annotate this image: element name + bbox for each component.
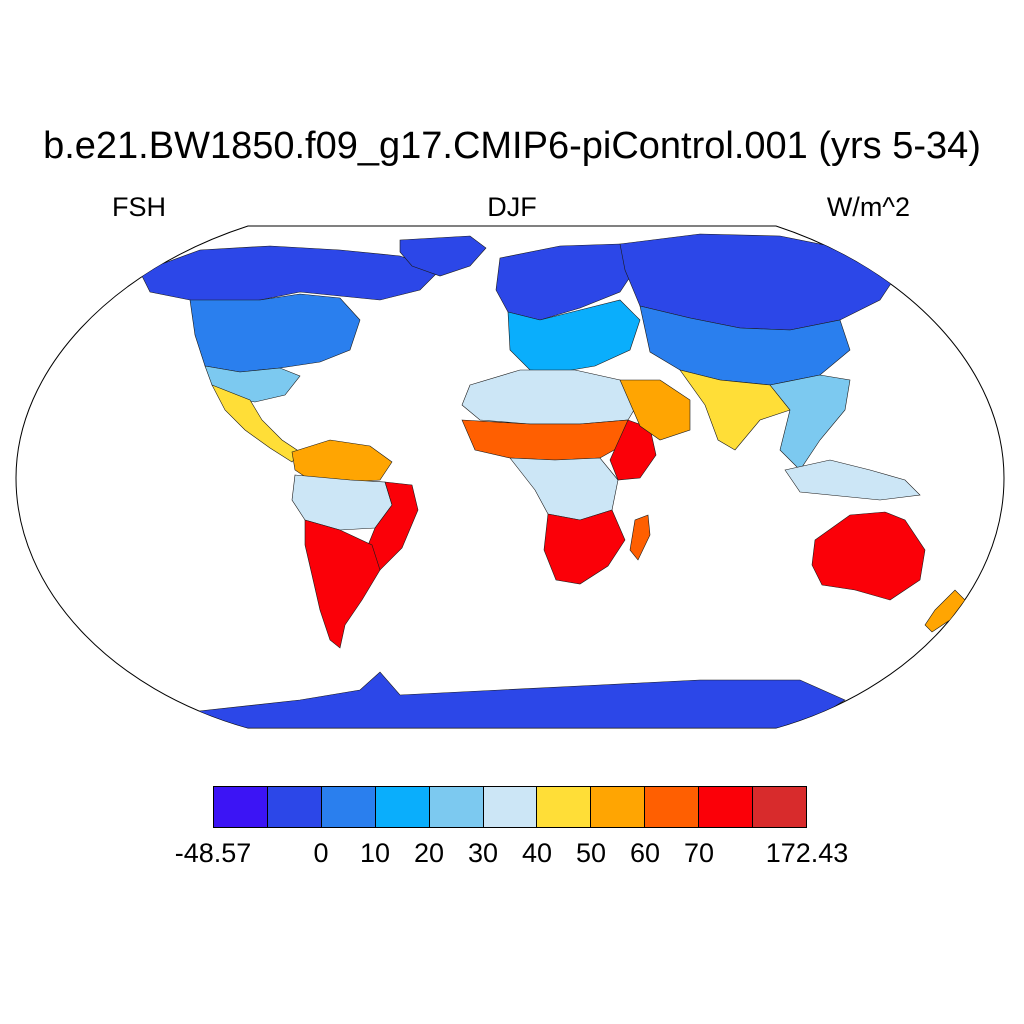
- region-southern-south-america: [304, 519, 381, 649]
- colorbar-label: 50: [575, 838, 607, 868]
- colorbar-box: [537, 787, 592, 827]
- colorbar-box: [699, 787, 754, 827]
- colorbar-box: [645, 787, 700, 827]
- colorbar-box: [321, 787, 376, 827]
- colorbar-label: 70: [683, 838, 715, 868]
- colorbar-label: 40: [521, 838, 553, 868]
- colorbar-label: 10: [359, 838, 391, 868]
- colorbar-label: 20: [413, 838, 445, 868]
- region-indonesia: [784, 459, 921, 501]
- figure-title: b.e21.BW1850.f09_g17.CMIP6-piControl.001…: [43, 125, 981, 167]
- region-southern-africa: [543, 509, 626, 585]
- season-label: DJF: [487, 192, 537, 222]
- colorbar-label: 0: [313, 838, 329, 868]
- variable-label: FSH: [112, 192, 166, 222]
- region-northern-south-america: [291, 439, 393, 483]
- colorbar-label: 30: [467, 838, 499, 868]
- units-label: W/m^2: [826, 192, 910, 222]
- region-north-america-mid: [189, 293, 361, 373]
- colorbar-box: [375, 787, 430, 827]
- region-antarctica: [189, 671, 846, 728]
- region-greenland-coast: [399, 235, 487, 277]
- colorbar-label: -48.57: [174, 838, 252, 868]
- region-central-asia: [639, 305, 851, 386]
- region-australia: [811, 511, 926, 601]
- region-europe-mediterranean: [507, 299, 641, 373]
- colorbar-box: [429, 787, 484, 827]
- colorbar-box: [753, 787, 806, 827]
- colorbar-box: [591, 787, 646, 827]
- colorbar-box: [214, 787, 268, 827]
- colorbar-label: 172.43: [765, 838, 849, 868]
- region-madagascar: [629, 514, 651, 561]
- region-southeast-asia: [769, 374, 851, 471]
- colorbar-box: [267, 787, 322, 827]
- region-south-asia: [679, 369, 791, 451]
- colorbar-label: 60: [629, 838, 661, 868]
- region-arabia: [619, 379, 691, 441]
- colorbar: [213, 786, 807, 828]
- region-northern-europe: [495, 243, 641, 321]
- colorbar-box: [483, 787, 538, 827]
